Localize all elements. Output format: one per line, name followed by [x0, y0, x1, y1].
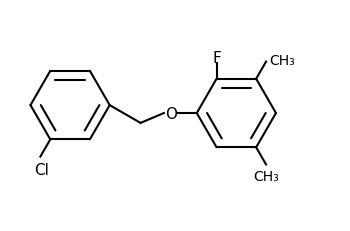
Text: F: F — [212, 51, 221, 66]
Text: O: O — [165, 106, 177, 121]
Text: Cl: Cl — [34, 162, 49, 177]
Text: CH₃: CH₃ — [253, 170, 279, 183]
Text: CH₃: CH₃ — [269, 53, 295, 67]
